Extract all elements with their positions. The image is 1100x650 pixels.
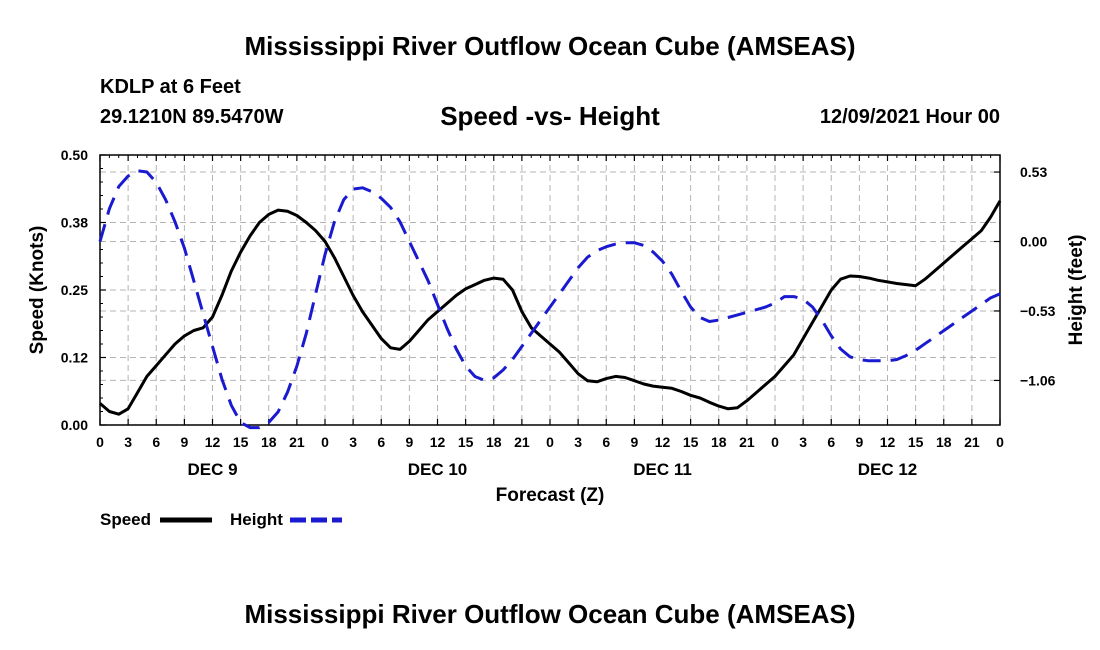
x-tick-label: 18 [261,434,277,450]
y-right-tick-label: −0.53 [1020,303,1056,319]
x-tick-label: 18 [486,434,502,450]
x-tick-label: 3 [574,434,582,450]
y-tick-label: 0.12 [61,350,88,366]
x-tick-label: 21 [964,434,980,450]
x-tick-label: 0 [771,434,779,450]
x-tick-label: 21 [514,434,530,450]
x-tick-label: 3 [799,434,807,450]
x-tick-label: 18 [936,434,952,450]
x-tick-label: 6 [602,434,610,450]
y-right-tick-label: 0.53 [1020,164,1047,180]
day-label: DEC 9 [187,460,237,479]
x-tick-label: 3 [124,434,132,450]
legend-speed-label: Speed [100,510,151,529]
x-tick-label: 15 [458,434,474,450]
day-label: DEC 10 [408,460,468,479]
x-tick-label: 9 [405,434,413,450]
next-chart-title: Mississippi River Outflow Ocean Cube (AM… [244,599,856,629]
x-tick-label: 21 [289,434,305,450]
x-tick-label: 6 [377,434,385,450]
legend-height-label: Height [230,510,283,529]
x-axis-label: Forecast (Z) [496,485,605,506]
x-tick-label: 21 [739,434,755,450]
x-tick-label: 15 [908,434,924,450]
y-axis-label: Speed (Knots) [27,226,48,355]
x-tick-label: 12 [205,434,221,450]
plot-frame [99,154,1001,426]
y-tick-label: 0.38 [61,215,88,231]
x-tick-label: 9 [180,434,188,450]
x-tick-label: 12 [880,434,896,450]
x-tick-label: 6 [827,434,835,450]
station-label: KDLP at 6 Feet [100,76,241,98]
x-tick-label: 15 [683,434,699,450]
day-label: DEC 11 [633,460,692,479]
y-tick-label: 0.50 [61,147,88,163]
chart-subtitle: Speed -vs- Height [440,101,660,131]
x-tick-label: 12 [430,434,446,450]
x-tick-label: 0 [96,434,104,450]
day-label: DEC 12 [858,460,918,479]
forecast-datetime: 12/09/2021 Hour 00 [819,106,1000,128]
y-right-tick-label: −1.06 [1020,372,1056,388]
series-height-line [98,169,1001,430]
x-tick-label: 12 [655,434,671,450]
x-tick-label: 9 [630,434,638,450]
x-tick-label: 0 [321,434,329,450]
y-right-axis-label: Height (feet) [1066,235,1087,346]
x-tick-label: 0 [996,434,1004,450]
x-tick-label: 6 [152,434,160,450]
x-tick-label: 15 [233,434,249,450]
y-tick-label: 0.00 [61,417,88,433]
y-right-tick-label: 0.00 [1020,234,1047,250]
x-tick-label: 0 [546,434,554,450]
y-tick-label: 0.25 [61,282,88,298]
x-tick-label: 9 [855,434,863,450]
chart-main-title: Mississippi River Outflow Ocean Cube (AM… [244,31,856,61]
series-speed-line [99,200,1002,416]
x-tick-label: 3 [349,434,357,450]
x-tick-label: 18 [711,434,727,450]
coordinates-label: 29.1210N 89.5470W [100,106,284,128]
